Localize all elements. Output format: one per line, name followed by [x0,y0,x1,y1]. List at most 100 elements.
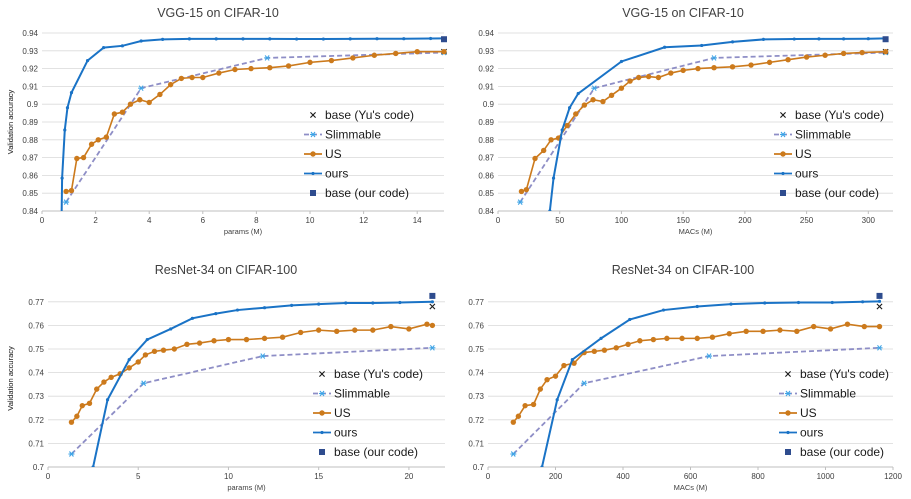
y-tick-label: 0.87 [22,154,38,163]
series-slimmable [63,49,447,205]
legend-item: ours [313,426,357,440]
data-point [661,308,666,312]
y-tick-label: 0.9 [483,100,495,109]
data-point [68,419,75,425]
legend-item: Slimmable [304,128,381,142]
chart-title: VGG-15 on CIFAR-10 [622,6,744,20]
series-ours [91,300,434,467]
y-tick-label: 0.93 [22,47,38,56]
data-point [126,365,132,371]
legend-marker [319,390,325,397]
data-point [101,379,107,385]
x-tick-label: 4 [147,216,152,225]
data-point [564,122,570,129]
legend-label: ours [325,167,348,181]
chart-title: ResNet-34 on CIFAR-100 [612,263,754,277]
data-point [817,37,821,41]
y-tick-label: 0.94 [478,29,494,38]
y-tick-label: 0.73 [28,392,44,401]
x-tick-label: 200 [738,216,752,225]
series-base-our-code [429,292,436,299]
data-point [157,91,163,98]
y-tick-label: 0.84 [478,207,494,216]
data-point [63,199,70,205]
data-point [167,81,174,88]
y-tick-label: 0.75 [468,345,484,354]
data-point [796,300,801,305]
chart-panel-3: 0.7 0.71 0.72 0.73 0.74 0.75 0.76 0.77 0 5 10 15 20 R… [6,263,445,492]
data-point [350,55,356,61]
data-point [315,327,322,333]
chart-panel-4: 0.70.710.720.730.740.750.760.770 200 400 60… [6,263,902,492]
data-point [700,43,704,48]
x-tick-label: 12 [359,216,368,225]
data-point [840,50,847,57]
chart-panel-2: 0.840.850.860.870.880.890.90.910.920.930… [6,6,893,236]
legend-label: base (Yu's code) [325,108,414,122]
series-slimmable [510,344,883,457]
data-point [581,102,588,108]
data-point [627,78,633,84]
data-point [576,91,580,96]
data-point [803,54,810,60]
y-tick-label: 0.77 [468,298,484,307]
y-axis-label: Validation accuracy [6,90,15,155]
data-point [822,52,828,58]
legend: base (Yu's code) Slimmable US ours base (our… [304,108,414,200]
data-point [613,345,619,351]
y-axis-label: Validation accuracy [6,346,15,411]
x-tick-label: 150 [676,216,690,225]
data-point [441,48,447,55]
series-base-our-code [441,36,447,43]
data-point [68,187,75,194]
data-point [95,137,101,143]
data-point [328,57,335,64]
data-point [184,341,190,347]
x-tick-label: 250 [800,216,814,225]
data-point [63,188,69,195]
data-point [679,335,685,342]
data-point [241,37,245,41]
y-tick-label: 0.74 [468,369,484,378]
data-point [548,137,554,143]
data-point [619,59,624,64]
data-point [267,65,273,71]
charts-root: 0.840.850.860.870.880.890.90.910.920.930… [6,6,902,492]
data-point [548,209,552,211]
y-tick-label: 0.91 [22,82,38,91]
data-point [321,37,325,41]
data-point [388,323,394,330]
legend-marker [781,171,785,176]
data-point [429,36,433,41]
legend-item: base (Yu's code) [785,367,889,381]
series-us [63,48,447,195]
data-point [63,128,67,132]
x-tick-label: 10 [224,472,233,481]
data-point [680,67,686,74]
series-base-yu-s-code [876,303,883,310]
data-point [551,176,556,180]
x-tick-label: 400 [616,472,630,481]
data-point [105,398,110,402]
legend-item: base (Yu's code) [780,108,884,122]
data-point [248,65,254,72]
y-tick-label: 0.72 [28,416,44,425]
series-us [68,321,436,425]
data-point [877,299,882,303]
x-tick-label: 800 [751,472,765,481]
series-ours [540,299,882,467]
series-slimmable [68,344,436,457]
data-point [560,128,564,132]
legend-item: US [774,147,812,161]
x-tick-label: 0 [486,472,491,481]
legend-marker [786,430,790,435]
y-tick-label: 0.9 [27,100,39,109]
data-point [532,155,538,162]
data-point [730,40,735,44]
data-point [139,39,143,43]
data-point [590,97,596,103]
data-point [876,292,883,299]
legend-label: base (our code) [800,445,884,459]
legend: base (Yu's code) Slimmable US ours base (our… [774,108,884,200]
